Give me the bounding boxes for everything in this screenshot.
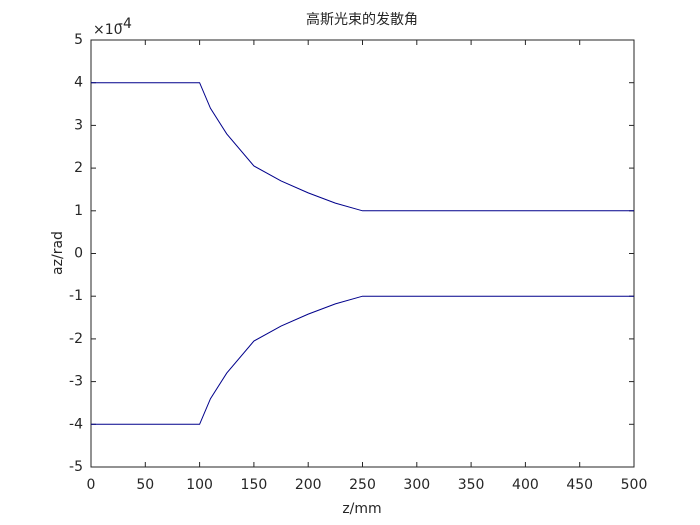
y-tick-label: -5 <box>69 459 83 475</box>
y-multiplier-exponent: -4 <box>118 16 132 32</box>
x-tick-label: 250 <box>349 477 376 493</box>
x-tick-label: 150 <box>241 477 268 493</box>
x-tick-label: 100 <box>186 477 213 493</box>
x-tick-label: 0 <box>87 477 96 493</box>
y-tick-label: -1 <box>69 288 83 304</box>
y-multiplier-base: ×10 <box>93 22 123 38</box>
x-tick-label: 200 <box>295 477 322 493</box>
axes-box <box>90 39 635 468</box>
y-tick-label: 1 <box>74 203 83 219</box>
y-tick-label: -4 <box>69 416 83 432</box>
x-tick-label: 50 <box>136 477 154 493</box>
x-tick-label: 350 <box>458 477 485 493</box>
y-tick-label: 5 <box>74 32 83 48</box>
y-tick-label: 0 <box>74 246 83 262</box>
x-tick-label: 500 <box>621 477 648 493</box>
x-tick-label: 300 <box>403 477 430 493</box>
y-tick-label: 2 <box>74 160 83 176</box>
chart-title: 高斯光束的发散角 <box>306 11 418 28</box>
y-axis-label: az/rad <box>50 231 66 275</box>
data-line <box>91 295 634 425</box>
data-line <box>91 82 634 212</box>
x-tick-label: 400 <box>512 477 539 493</box>
x-tick-label: 450 <box>566 477 593 493</box>
y-tick-label: 4 <box>74 75 83 91</box>
y-tick-label: -2 <box>69 331 83 347</box>
y-tick-label: -3 <box>69 374 83 390</box>
y-tick-label: 3 <box>74 117 83 133</box>
x-axis-label: z/mm <box>342 501 381 517</box>
